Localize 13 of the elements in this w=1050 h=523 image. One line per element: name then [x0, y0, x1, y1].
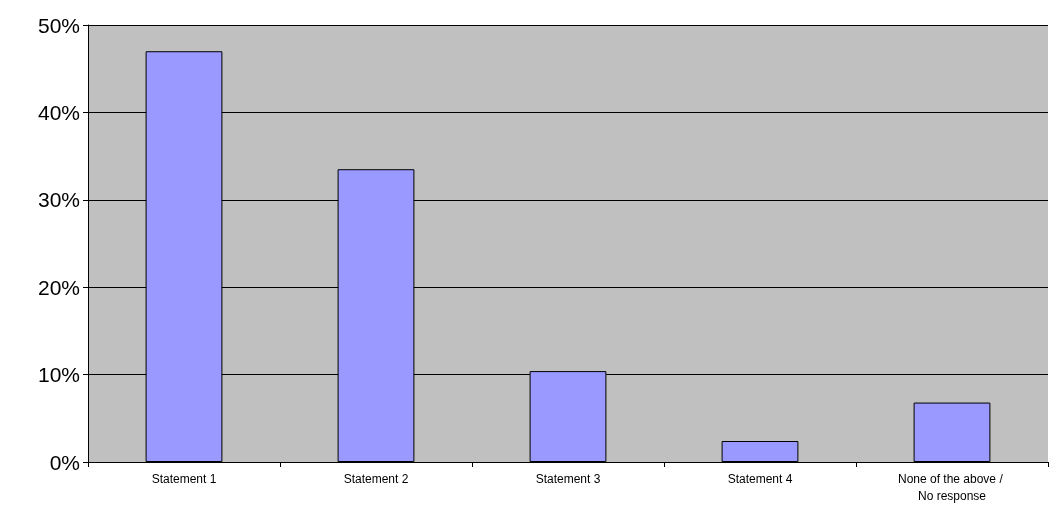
bar — [721, 441, 799, 462]
x-tick-label: Statement 2 — [343, 471, 409, 486]
x-tick-label: None of the above / No response — [897, 471, 1007, 503]
y-tick-label: 30% — [37, 188, 80, 212]
x-tick-label: Statement 4 — [727, 471, 793, 486]
x-tick-label: Statement 1 — [151, 471, 217, 486]
bar — [913, 402, 991, 462]
y-tick-label: 20% — [37, 275, 80, 299]
x-tick-label: Statement 3 — [535, 471, 601, 486]
y-tick-label: 10% — [37, 363, 80, 387]
y-tick-label: 50% — [37, 13, 80, 37]
y-tick-label: 40% — [37, 100, 80, 124]
y-tick-label: 0% — [49, 450, 80, 474]
